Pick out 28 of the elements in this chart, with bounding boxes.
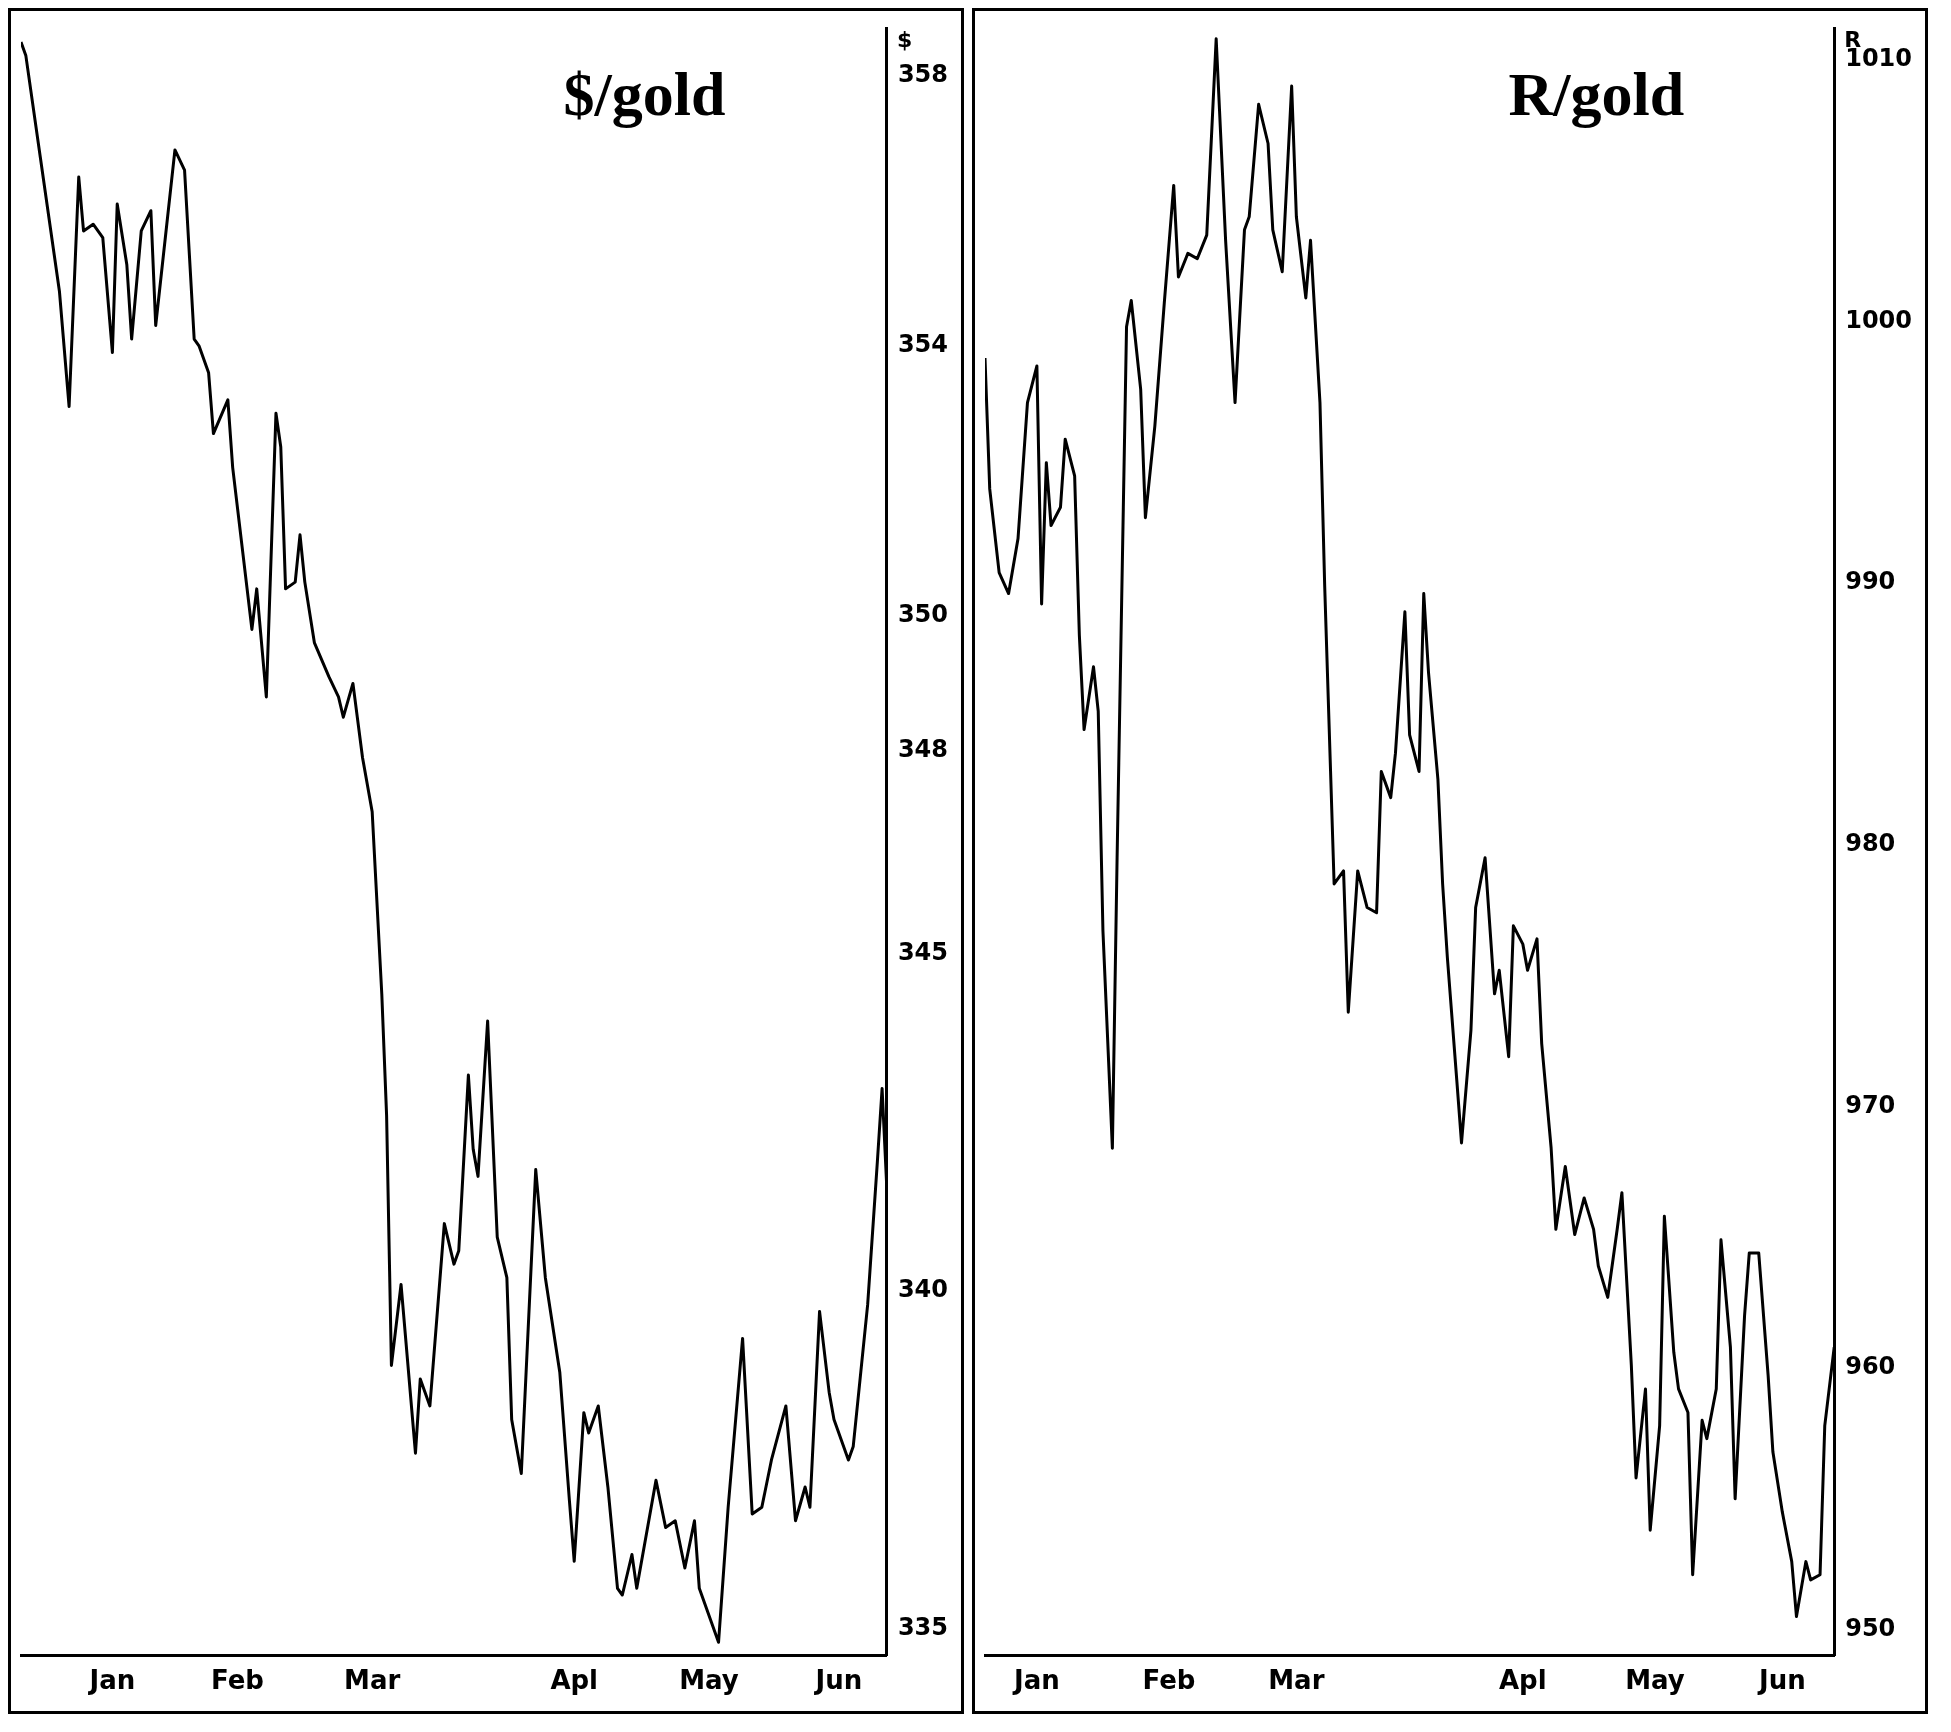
x-tick-label: May xyxy=(679,1665,739,1696)
x-tick-label: Jun xyxy=(813,1665,863,1696)
x-tick-label: Feb xyxy=(211,1665,264,1696)
x-tick-label: Apl xyxy=(550,1665,599,1696)
y-tick-label: 350 xyxy=(897,600,949,629)
x-tick-label: Apl xyxy=(1499,1665,1547,1696)
y-tick-label: 348 xyxy=(897,735,949,764)
x-tick-label: Mar xyxy=(1268,1665,1325,1696)
y-tick-label: 358 xyxy=(897,59,949,88)
y-axis-title: $ xyxy=(896,27,913,53)
y-tick-label: 340 xyxy=(897,1275,949,1304)
y-tick-label: 990 xyxy=(1845,567,1896,596)
y-tick-label: 345 xyxy=(897,937,949,966)
x-tick-label: Feb xyxy=(1142,1665,1196,1696)
y-tick-label: 960 xyxy=(1845,1352,1896,1381)
x-tick-label: May xyxy=(1625,1665,1685,1696)
y-tick-label: 1000 xyxy=(1845,305,1912,334)
text: $/gold xyxy=(563,60,726,129)
y-tick-label: 335 xyxy=(897,1613,949,1642)
x-tick-label: Mar xyxy=(344,1665,401,1696)
y-tick-label: 970 xyxy=(1845,1090,1896,1119)
x-tick-label: Jan xyxy=(87,1665,136,1696)
y-tick-label: 950 xyxy=(1845,1613,1896,1642)
x-tick-label: Jan xyxy=(1012,1665,1060,1696)
text: R/gold xyxy=(1508,60,1685,129)
y-tick-label: 980 xyxy=(1845,828,1896,857)
y-tick-label: 354 xyxy=(897,330,949,359)
x-tick-label: Jun xyxy=(1756,1665,1806,1696)
